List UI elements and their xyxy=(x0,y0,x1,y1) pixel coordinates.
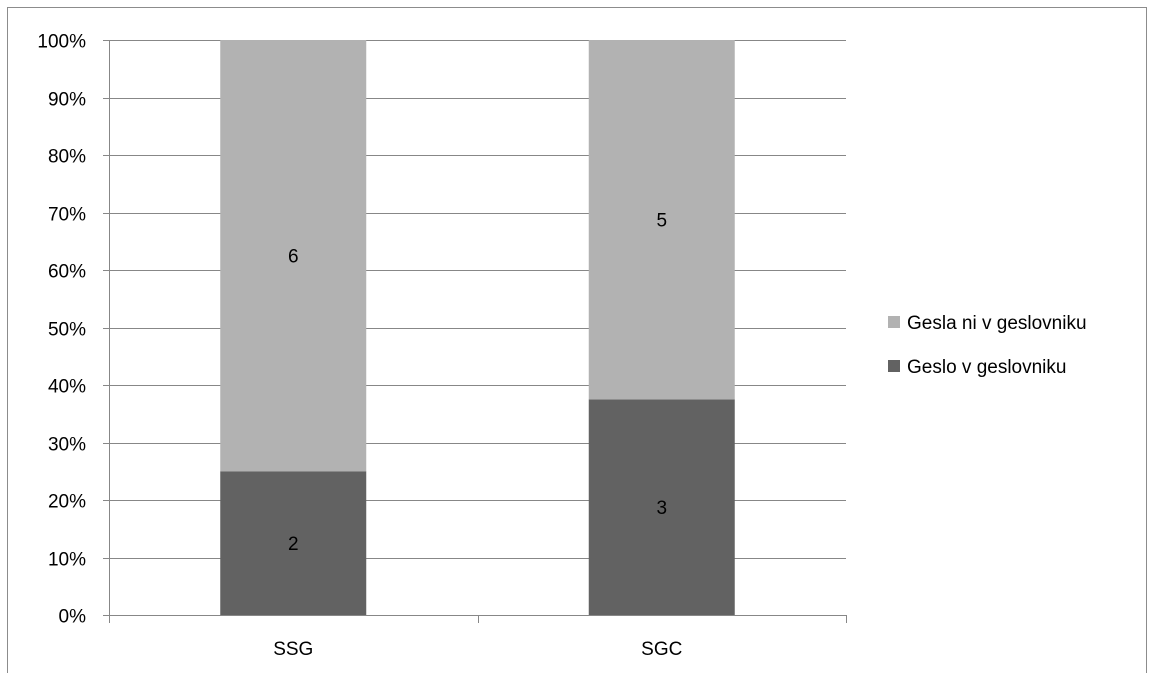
y-tick-label: 20% xyxy=(48,492,86,513)
data-label: 5 xyxy=(656,211,667,232)
legend: Gesla ni v geslovniku Geslo v geslovniku xyxy=(888,313,1087,378)
y-tick-label: 10% xyxy=(48,550,86,571)
y-tick-label: 90% xyxy=(48,90,86,111)
bar-segment xyxy=(220,471,367,615)
x-tick-label: SGC xyxy=(641,639,682,660)
data-label: 6 xyxy=(288,247,299,268)
legend-label: Geslo v geslovniku xyxy=(907,357,1066,378)
y-tick-label: 100% xyxy=(37,32,86,53)
data-label: 3 xyxy=(656,498,667,519)
data-labels: 2 6 3 5 xyxy=(288,211,667,555)
y-tick-label: 80% xyxy=(48,147,86,168)
x-tick-label: SSG xyxy=(273,639,313,660)
legend-label: Gesla ni v geslovniku xyxy=(907,313,1087,334)
bar-segment xyxy=(220,40,367,472)
y-tick-label: 40% xyxy=(48,377,86,398)
y-tick-label: 60% xyxy=(48,262,86,283)
legend-swatch xyxy=(888,360,900,372)
y-tick-label: 50% xyxy=(48,320,86,341)
bar-segment xyxy=(588,40,735,400)
axes: 0% 10% 20% 30% 40% 50% 60% 70% 80% 90% 100% SSG SGC xyxy=(37,32,847,660)
gridlines xyxy=(109,40,846,559)
bars xyxy=(220,40,735,615)
y-tick-label: 0% xyxy=(59,607,87,628)
y-tick-label: 30% xyxy=(48,435,86,456)
chart-frame xyxy=(7,7,1147,673)
data-label: 2 xyxy=(288,534,299,555)
bar-segment xyxy=(588,399,735,615)
legend-swatch xyxy=(888,316,900,328)
y-tick-label: 70% xyxy=(48,205,86,226)
